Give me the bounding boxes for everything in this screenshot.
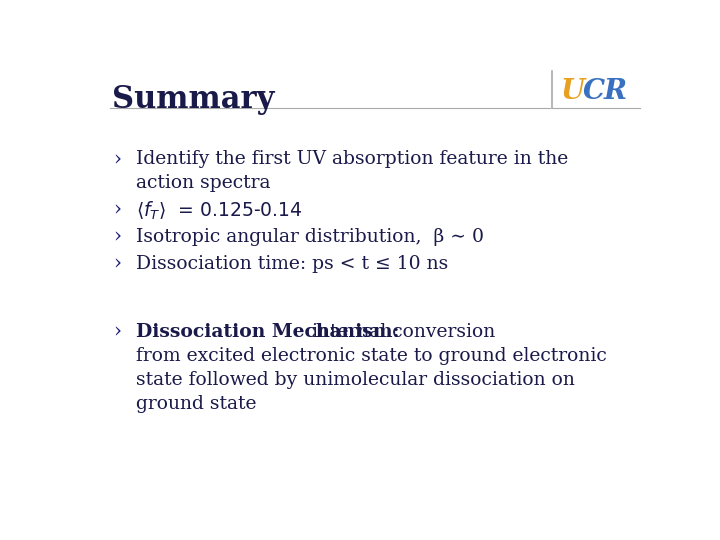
Text: ground state: ground state (136, 395, 256, 413)
Text: state followed by unimolecular dissociation on: state followed by unimolecular dissociat… (136, 371, 575, 389)
Text: C: C (582, 78, 605, 105)
Text: internal conversion: internal conversion (306, 322, 495, 341)
Text: ›: › (114, 255, 122, 274)
Text: ›: › (114, 322, 122, 342)
Text: ›: › (114, 150, 122, 169)
Text: $\langle f_{T}\rangle$  = 0.125-0.14: $\langle f_{T}\rangle$ = 0.125-0.14 (136, 200, 302, 222)
Text: action spectra: action spectra (136, 174, 270, 192)
Text: U: U (561, 78, 585, 105)
Text: ›: › (114, 200, 122, 219)
Text: from excited electronic state to ground electronic: from excited electronic state to ground … (136, 347, 606, 364)
Text: Dissociation time: ps < t ≤ 10 ns: Dissociation time: ps < t ≤ 10 ns (136, 255, 448, 273)
Text: Identify the first UV absorption feature in the: Identify the first UV absorption feature… (136, 150, 568, 168)
Text: ›: › (114, 228, 122, 247)
Text: Isotropic angular distribution,  β ∼ 0: Isotropic angular distribution, β ∼ 0 (136, 228, 484, 246)
Text: R: R (604, 78, 627, 105)
Text: Summary: Summary (112, 84, 275, 114)
Text: Dissociation Mechanism:: Dissociation Mechanism: (136, 322, 400, 341)
